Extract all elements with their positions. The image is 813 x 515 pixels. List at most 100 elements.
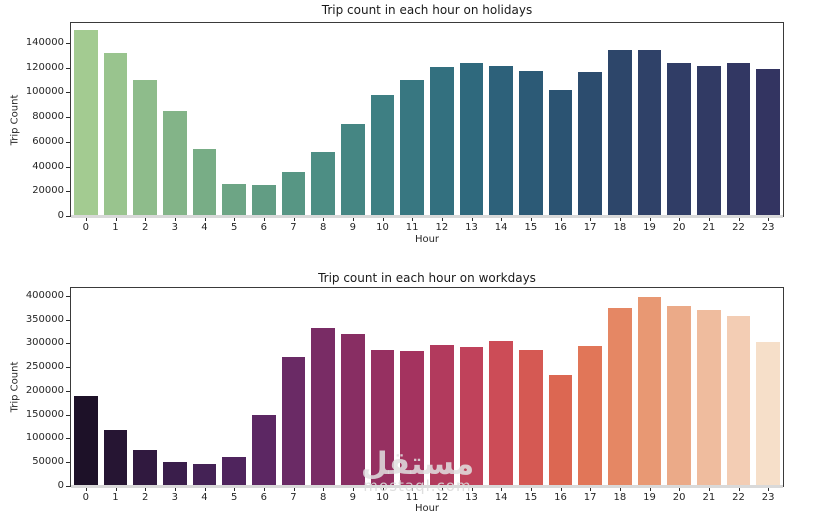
- bar-hour-16: [548, 375, 573, 486]
- x-tick-label: 12: [435, 492, 449, 503]
- bar-hour-11: [400, 351, 425, 486]
- x-tick-label: 7: [290, 492, 297, 503]
- x-tick-mark: [323, 487, 325, 491]
- x-tick-label: 16: [554, 492, 567, 503]
- holidays-x-axis-label: Hour: [414, 234, 440, 245]
- x-tick-label: 10: [376, 222, 389, 233]
- x-tick-label: 2: [141, 492, 149, 503]
- bar-hour-19: [637, 50, 662, 216]
- y-tick-label: 300000: [25, 337, 64, 349]
- bar-hour-18: [607, 308, 632, 486]
- x-tick-mark: [590, 487, 592, 491]
- x-tick-label: 23: [761, 222, 775, 233]
- x-tick-label: 15: [524, 222, 538, 233]
- bar-hour-6: [251, 415, 276, 486]
- x-tick-mark: [85, 487, 87, 491]
- bar-hour-22: [726, 316, 751, 486]
- y-tick-label: 60000: [32, 135, 64, 147]
- bar-hour-14: [489, 66, 514, 216]
- x-tick-mark: [174, 217, 176, 221]
- x-tick-mark: [204, 487, 206, 491]
- y-tick-label: 400000: [25, 289, 64, 301]
- y-tick-mark: [66, 343, 70, 345]
- x-tick-mark: [530, 217, 532, 221]
- bar-hour-20: [667, 306, 692, 486]
- y-tick-label: 20000: [32, 185, 64, 197]
- x-tick-label: 5: [230, 492, 238, 503]
- bar-hour-6: [251, 185, 276, 216]
- x-tick-label: 17: [583, 222, 597, 233]
- y-tick-mark: [66, 462, 70, 464]
- x-tick-label: 12: [435, 222, 449, 233]
- y-tick-label: 0: [57, 210, 64, 221]
- x-tick-label: 22: [732, 492, 745, 503]
- x-tick-label: 9: [349, 222, 357, 233]
- x-tick-label: 0: [82, 222, 90, 233]
- x-tick-mark: [352, 487, 354, 491]
- bar-hour-1: [103, 430, 128, 486]
- x-tick-label: 20: [672, 492, 686, 503]
- bar-hour-13: [459, 347, 484, 486]
- bar-hour-2: [133, 80, 158, 216]
- bar-hour-7: [281, 357, 306, 486]
- x-tick-label: 11: [405, 492, 419, 503]
- x-tick-label: 0: [82, 492, 90, 503]
- bar-hour-8: [311, 152, 336, 216]
- y-tick-label: 40000: [32, 160, 64, 172]
- x-tick-label: 13: [465, 222, 478, 233]
- workdays-plot-area: 0 50000 100000 150000 200000 250000 300000 3500…: [26, 287, 784, 503]
- x-tick-mark: [234, 217, 236, 221]
- x-tick-mark: [382, 487, 384, 491]
- y-tick-mark: [66, 367, 70, 369]
- x-tick-mark: [382, 217, 384, 221]
- bar-hour-10: [370, 350, 395, 486]
- x-tick-mark: [768, 217, 770, 221]
- bar-hour-5: [222, 184, 247, 216]
- x-tick-label: 17: [583, 492, 597, 503]
- bar-hour-11: [400, 80, 425, 216]
- bar-hour-17: [578, 346, 603, 486]
- x-tick-label: 13: [465, 492, 478, 503]
- y-tick-mark: [66, 319, 70, 321]
- baseline-strip: [71, 485, 783, 488]
- x-tick-mark: [560, 487, 562, 491]
- x-tick-label: 1: [112, 222, 119, 233]
- bar-hour-0: [73, 30, 98, 216]
- x-tick-mark: [619, 487, 621, 491]
- y-tick-mark: [66, 141, 70, 143]
- y-tick-mark: [66, 67, 70, 69]
- y-tick-label: 350000: [25, 313, 64, 325]
- bar-hour-12: [429, 67, 454, 216]
- y-tick-label: 120000: [25, 61, 64, 73]
- x-tick-label: 5: [230, 222, 238, 233]
- y-tick-label: 50000: [32, 456, 64, 468]
- x-tick-mark: [679, 487, 681, 491]
- x-tick-label: 19: [643, 222, 656, 233]
- bar-hour-10: [370, 95, 395, 216]
- y-tick-label: 100000: [25, 86, 64, 98]
- x-tick-label: 10: [376, 492, 389, 503]
- x-tick-label: 4: [201, 222, 208, 233]
- x-tick-label: 6: [260, 492, 268, 503]
- y-tick-mark: [66, 191, 70, 193]
- y-tick-mark: [66, 414, 70, 416]
- baseline-strip: [71, 215, 783, 218]
- x-tick-label: 19: [643, 492, 656, 503]
- x-tick-label: 14: [494, 222, 508, 233]
- x-tick-mark: [649, 217, 651, 221]
- y-tick-mark: [66, 92, 70, 94]
- x-tick-mark: [708, 217, 710, 221]
- x-tick-mark: [293, 217, 295, 221]
- x-tick-label: 8: [319, 222, 327, 233]
- y-tick-label: 140000: [25, 36, 64, 48]
- x-tick-mark: [234, 487, 236, 491]
- x-tick-label: 18: [613, 492, 627, 503]
- y-tick-mark: [66, 117, 70, 119]
- x-tick-label: 4: [201, 492, 208, 503]
- bar-hour-23: [756, 69, 781, 216]
- x-tick-mark: [679, 217, 681, 221]
- y-tick-mark: [66, 295, 70, 297]
- x-tick-label: 14: [494, 492, 508, 503]
- bar-hour-16: [548, 90, 573, 216]
